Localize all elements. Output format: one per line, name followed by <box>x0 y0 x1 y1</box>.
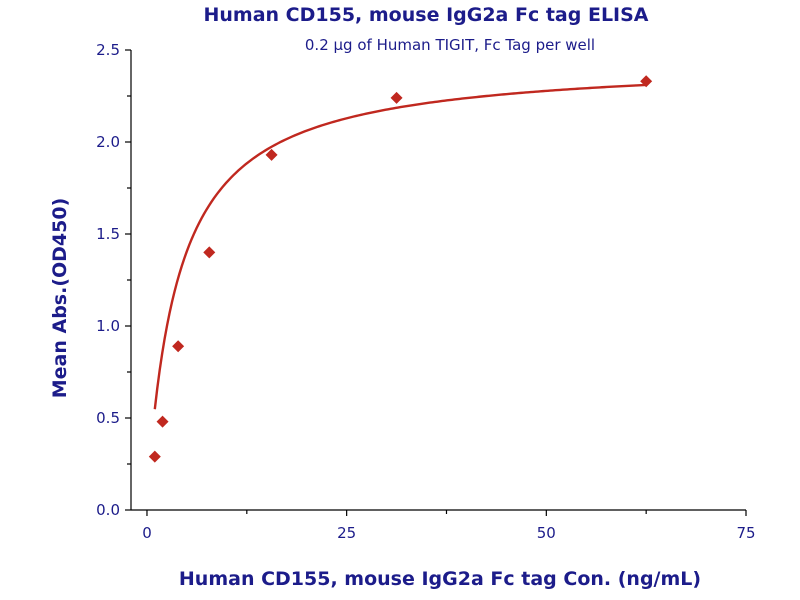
axes <box>130 50 746 511</box>
x-tick-label: 0 <box>142 524 152 542</box>
y-tick-label: 2.5 <box>96 41 120 59</box>
data-point <box>640 75 653 88</box>
y-tick-label: 2.0 <box>96 133 120 151</box>
y-tick-label: 1.5 <box>96 225 120 243</box>
x-axis-title: Human CD155, mouse IgG2a Fc tag Con. (ng… <box>179 568 701 590</box>
data-points-layer <box>148 75 653 463</box>
data-point <box>203 246 216 259</box>
fit-curve-layer <box>153 83 647 410</box>
data-point <box>265 148 278 161</box>
y-tick-label: 1.0 <box>96 317 120 335</box>
fit-curve <box>153 83 647 410</box>
x-tick-label: 25 <box>337 524 356 542</box>
y-axis-title: Mean Abs.(OD450) <box>49 198 71 399</box>
y-tick-label: 0.5 <box>96 409 120 427</box>
x-tick-label: 50 <box>537 524 556 542</box>
chart-title: Human CD155, mouse IgG2a Fc tag ELISA <box>203 4 648 26</box>
data-point <box>148 450 161 463</box>
data-point <box>156 415 169 428</box>
y-tick-label: 0.0 <box>96 501 120 519</box>
data-point <box>172 340 185 353</box>
axis-ticks: 0 25 50 75 0.0 0.5 1.0 1.5 2.0 2.5 <box>96 41 755 542</box>
data-point <box>390 91 403 104</box>
x-tick-label: 75 <box>736 524 755 542</box>
chart-subtitle: 0.2 µg of Human TIGIT, Fc Tag per well <box>305 36 595 54</box>
